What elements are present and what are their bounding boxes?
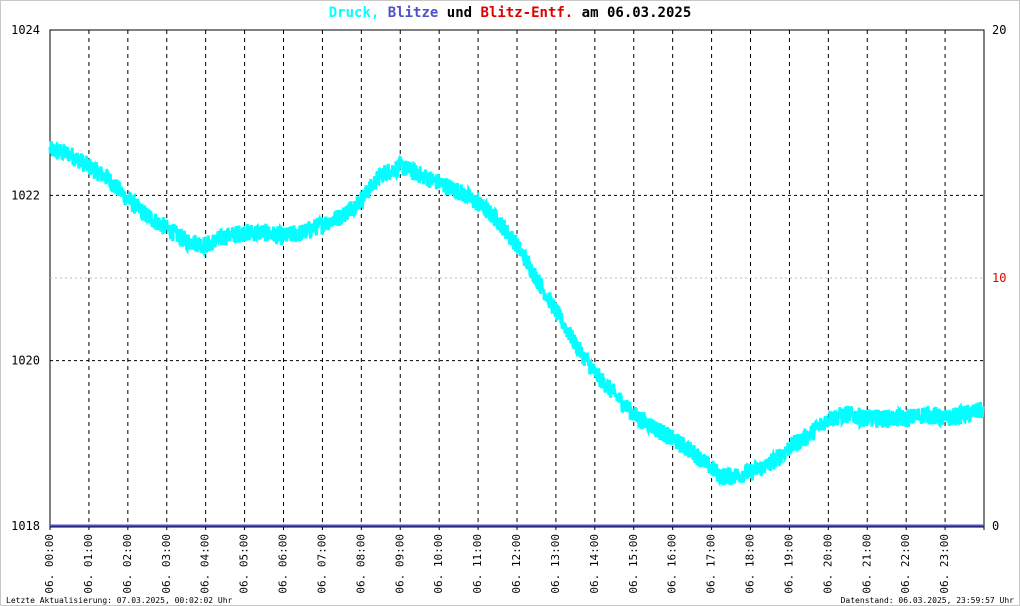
pressure-series-line — [48, 140, 985, 488]
y-right-tick-label: 0 — [992, 519, 999, 533]
title-und: und — [446, 5, 473, 21]
x-tick-label: 06. 22:00 — [899, 534, 912, 594]
title-date: am 06.03.2025 — [581, 5, 692, 21]
x-tick-label: 06. 02:00 — [121, 534, 134, 594]
y-right-tick-label: 10 — [992, 271, 1006, 285]
x-tick-label: 06. 14:00 — [588, 534, 601, 594]
x-tick-label: 06. 18:00 — [744, 534, 757, 594]
chart-title: Druck, Blitze und Blitz-Entf. am 06.03.2… — [0, 5, 1020, 21]
y-left-tick-label: 1022 — [11, 188, 40, 202]
y-left-tick-label: 1024 — [11, 23, 40, 37]
x-tick-label: 06. 04:00 — [199, 534, 212, 594]
x-tick-label: 06. 01:00 — [82, 534, 95, 594]
x-tick-label: 06. 05:00 — [238, 534, 251, 594]
title-druck: Druck, — [328, 5, 380, 21]
x-tick-label: 06. 16:00 — [666, 534, 679, 594]
x-tick-label: 06. 00:00 — [43, 534, 56, 594]
footer-data-status: Datenstand: 06.03.2025, 23:59:57 Uhr — [840, 596, 1014, 605]
x-tick-label: 06. 19:00 — [782, 534, 795, 594]
x-tick-label: 06. 06:00 — [277, 534, 290, 594]
x-tick-label: 06. 12:00 — [510, 534, 523, 594]
x-tick-label: 06. 07:00 — [315, 534, 328, 594]
x-tick-label: 06. 13:00 — [549, 534, 562, 594]
x-tick-label: 06. 20:00 — [821, 534, 834, 594]
x-tick-label: 06. 15:00 — [627, 534, 640, 594]
x-tick-label: 06. 09:00 — [393, 534, 406, 594]
title-blitze: Blitze — [387, 5, 439, 21]
title-blitz-entf: Blitz-Entf. — [480, 5, 574, 21]
x-tick-label: 06. 03:00 — [160, 534, 173, 594]
x-tick-label: 06. 17:00 — [705, 534, 718, 594]
x-tick-label: 06. 11:00 — [471, 534, 484, 594]
x-tick-label: 06. 21:00 — [860, 534, 873, 594]
x-tick-label: 06. 10:00 — [432, 534, 445, 594]
footer-last-update: Letzte Aktualisierung: 07.03.2025, 00:02… — [6, 596, 233, 605]
y-left-tick-label: 1018 — [11, 519, 40, 533]
x-tick-label: 06. 23:00 — [938, 534, 951, 594]
y-right-tick-label: 20 — [992, 23, 1006, 37]
x-tick-label: 06. 08:00 — [354, 534, 367, 594]
y-left-tick-label: 1020 — [11, 354, 40, 368]
